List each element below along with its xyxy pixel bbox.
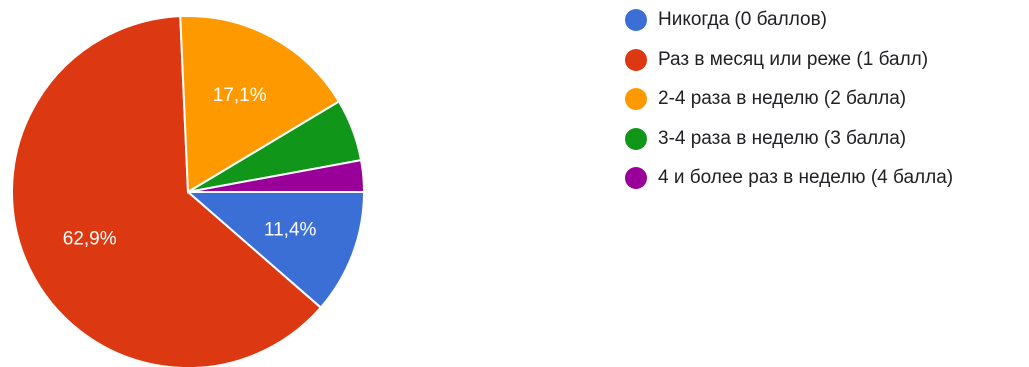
pie-slice[interactable]	[11, 15, 323, 367]
legend-dot-icon	[625, 88, 647, 111]
labels-group: 11,4% 62,9% 17,1%	[63, 85, 317, 250]
pie-slice[interactable]	[185, 191, 366, 309]
legend-label: Раз в месяц или реже (1 балл)	[658, 48, 929, 70]
slices-group	[11, 15, 366, 367]
slice-value-label: 62,9%	[63, 228, 117, 249]
legend-dot-icon	[625, 167, 647, 190]
legend-item-3-4-weekly[interactable]: 3-4 раза в неделю (3 балла)	[625, 126, 953, 153]
legend-dot-icon	[625, 48, 647, 71]
slice-value-label: 11,4%	[264, 219, 317, 240]
legend-item-never[interactable]: Никогда (0 баллов)	[625, 7, 953, 34]
legend-item-2-4-weekly[interactable]: 2-4 раза в неделю (2 балла)	[625, 86, 953, 113]
legend-label: 2-4 раза в неделю (2 балла)	[658, 88, 907, 110]
legend-label: Никогда (0 баллов)	[658, 9, 827, 31]
legend-item-4-plus-weekly[interactable]: 4 и более раз в неделю (4 балла)	[625, 165, 953, 192]
legend-label: 3-4 раза в неделю (3 балла)	[658, 127, 907, 149]
legend-dot-icon	[625, 9, 647, 32]
legend-dot-icon	[625, 127, 647, 150]
legend-label: 4 и более раз в неделю (4 балла)	[658, 167, 954, 189]
slice-value-label: 17,1%	[213, 85, 267, 106]
legend: Никогда (0 баллов) Раз в месяц или реже …	[625, 7, 953, 205]
pie-slice[interactable]	[187, 158, 366, 193]
pie-slice[interactable]	[179, 15, 341, 194]
legend-item-monthly[interactable]: Раз в месяц или реже (1 балл)	[625, 47, 953, 74]
